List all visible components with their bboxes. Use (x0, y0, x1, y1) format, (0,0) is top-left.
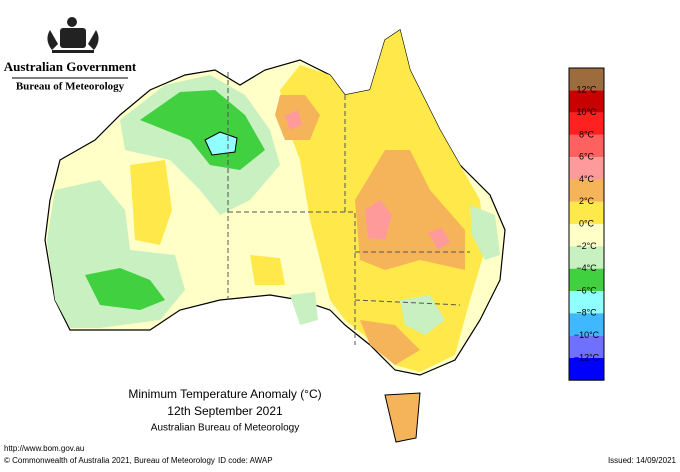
id-code: ID code: AWAP (218, 456, 273, 465)
government: Australian Government (4, 59, 137, 74)
legend-swatch (569, 268, 604, 291)
legend-label: 12°C (576, 85, 597, 95)
legend-swatch (569, 335, 604, 358)
legend-swatch (569, 246, 604, 269)
legend-swatch (569, 357, 604, 381)
copyright: © Commonwealth of Australia 2021, Bureau… (4, 456, 215, 465)
map-title: Minimum Temperature Anomaly (°C) (128, 387, 321, 401)
map (44, 29, 506, 443)
legend-label: 6°C (579, 152, 595, 162)
legend-frame (568, 67, 605, 381)
map-source: Australian Bureau of Meteorology (151, 423, 299, 434)
legend-label: −10°C (574, 330, 600, 340)
legend-label: −4°C (576, 263, 597, 273)
legend-swatch (569, 112, 604, 135)
legend-label: 2°C (579, 196, 595, 206)
coat-of-arms (47, 17, 99, 53)
legend-swatch (569, 313, 604, 336)
legend-label: −8°C (576, 308, 597, 318)
legend-label: 8°C (579, 129, 595, 139)
legend-label: 10°C (576, 107, 597, 117)
legend: 12°C 10°C 8°C 6°C 4°C 2°C 0°C −2°C −4°C −6°C −8°C −… (568, 67, 605, 381)
legend-label: −6°C (576, 285, 597, 295)
anomaly-orange-se (360, 320, 420, 365)
legend-swatch (569, 201, 604, 225)
tasmania (384, 392, 421, 443)
bureau: Bureau of Meteorology (16, 81, 125, 93)
legend-label: 4°C (579, 174, 595, 184)
legend-swatch (569, 134, 604, 158)
anomaly-cyan (204, 131, 238, 156)
legend-swatch (569, 224, 604, 247)
anomaly-yellow-c (130, 160, 285, 285)
anomaly-green-dark-w (85, 268, 165, 310)
anomaly-green-e (290, 205, 500, 335)
legend-label: −2°C (576, 241, 597, 251)
legend-label: −12°C (574, 352, 600, 362)
legend-swatch (569, 157, 604, 180)
legend-label: 0°C (579, 218, 595, 228)
map-date: 12th September 2021 (167, 404, 283, 418)
url: http://www.bom.gov.au (4, 444, 84, 453)
legend-swatch (569, 291, 604, 314)
legend-swatch (569, 90, 604, 113)
state-borders (227, 72, 470, 345)
legend-swatch (569, 68, 604, 91)
issued: Issued: 14/09/2021 (608, 456, 677, 465)
anomaly-pink (285, 110, 450, 250)
legend-swatch (569, 179, 604, 202)
